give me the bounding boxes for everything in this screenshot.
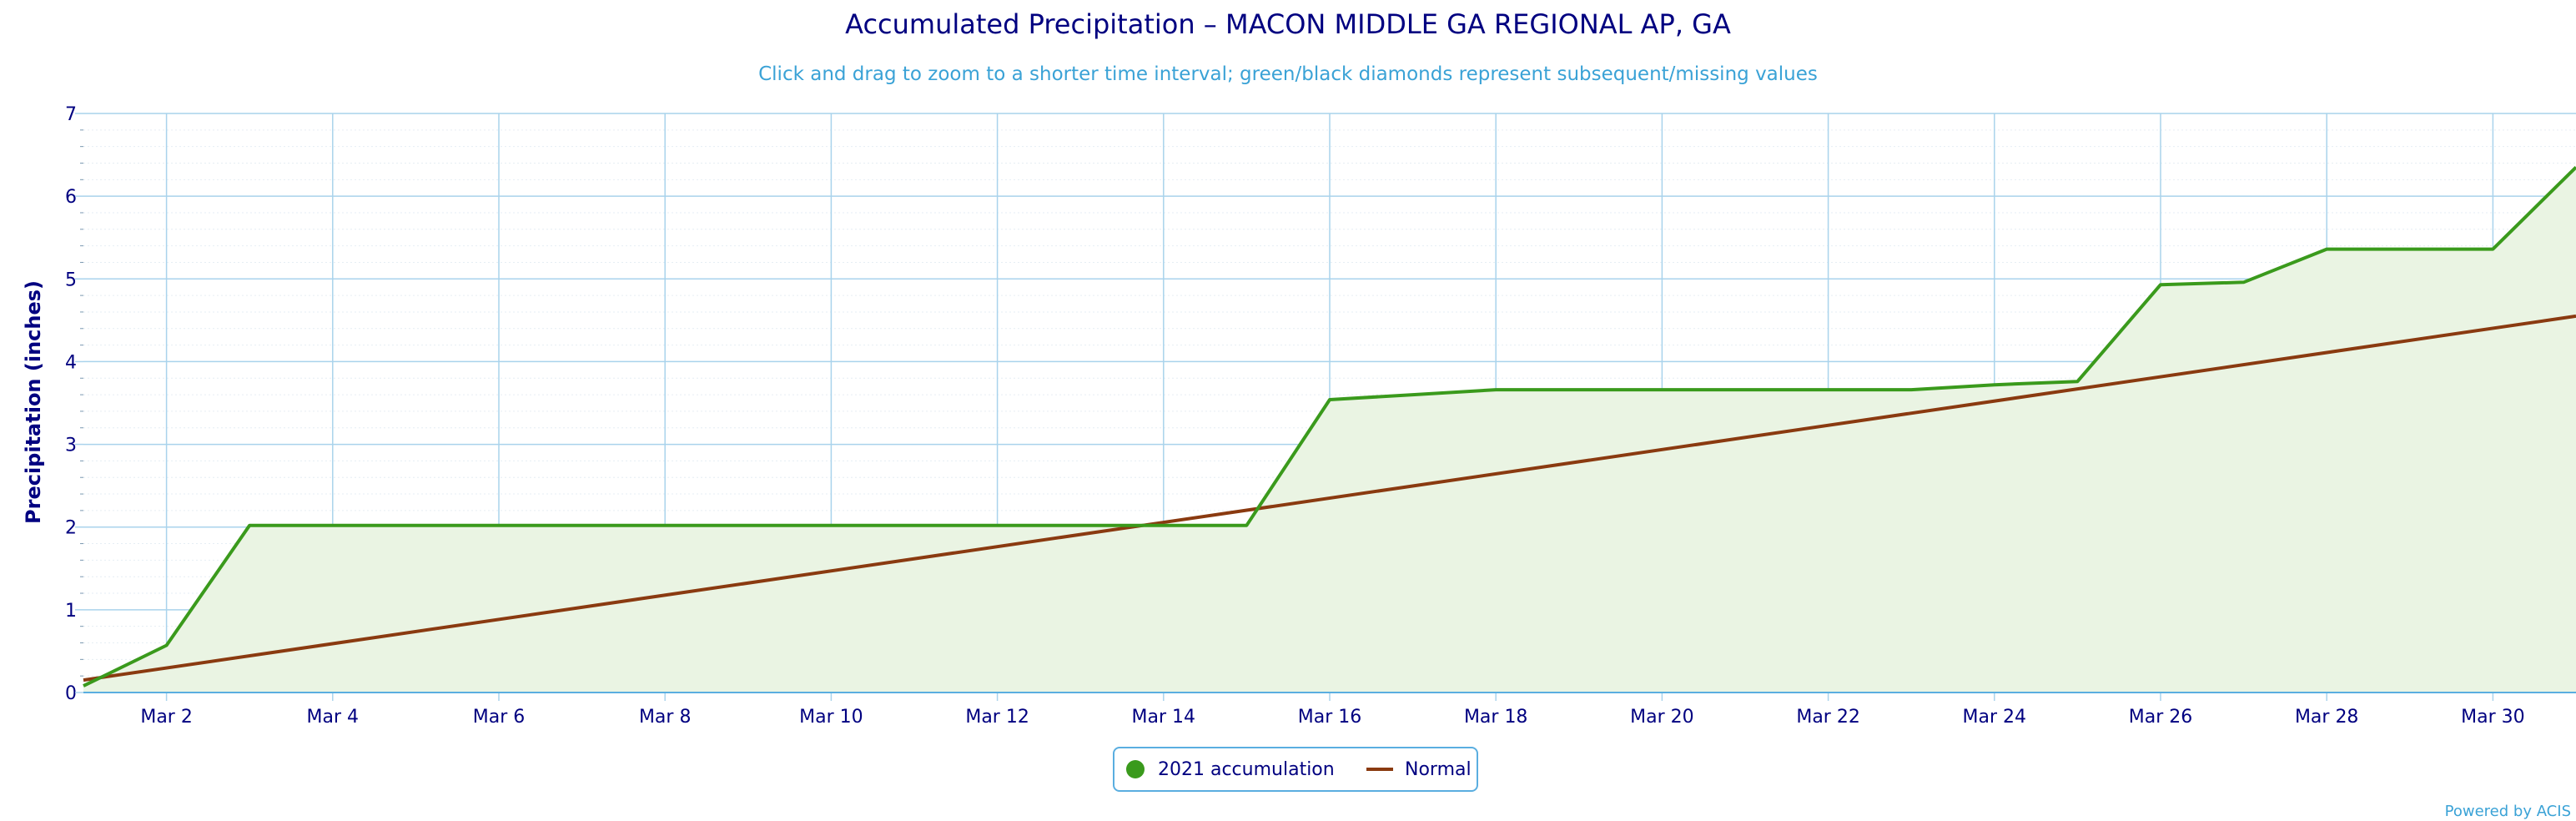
data-point[interactable] xyxy=(1493,387,1498,392)
legend-label-normal: Normal xyxy=(1405,758,1472,780)
x-tick-label: Mar 30 xyxy=(2461,707,2525,728)
chart-subtitle: Click and drag to zoom to a shorter time… xyxy=(758,63,1818,85)
data-point[interactable] xyxy=(1411,392,1416,397)
x-tick-label: Mar 8 xyxy=(639,707,692,728)
data-point[interactable] xyxy=(1909,387,1914,392)
y-tick-label: 4 xyxy=(65,352,77,373)
data-point[interactable] xyxy=(330,523,335,528)
y-tick-label: 1 xyxy=(65,601,77,622)
data-point[interactable] xyxy=(1992,382,1997,387)
data-point[interactable] xyxy=(413,523,418,528)
axis-layer: 0 1 2 3 4 5 6 7 Mar 2 Mar 4 Mar 6 Mar 8 Mar 10 Mar 12… xyxy=(65,104,2576,728)
data-point[interactable] xyxy=(912,523,917,528)
y-tick-label: 2 xyxy=(65,518,77,539)
data-point[interactable] xyxy=(2324,247,2329,252)
y-tick-label: 6 xyxy=(65,187,77,208)
data-point[interactable] xyxy=(1327,397,1332,402)
data-point[interactable] xyxy=(81,683,86,688)
x-tick-label: Mar 14 xyxy=(1132,707,1196,728)
data-point[interactable] xyxy=(2407,247,2412,252)
x-tick-label: Mar 2 xyxy=(140,707,193,728)
legend: 2021 accumulation Normal xyxy=(1113,747,1478,792)
legend-item-accumulation[interactable]: 2021 accumulation xyxy=(1126,748,1335,790)
data-point[interactable] xyxy=(2241,280,2246,285)
x-tick-label: Mar 28 xyxy=(2295,707,2359,728)
x-tick-label: Mar 22 xyxy=(1796,707,1860,728)
data-point[interactable] xyxy=(2158,282,2163,287)
data-point[interactable] xyxy=(496,523,501,528)
x-tick-label: Mar 26 xyxy=(2129,707,2193,728)
data-point[interactable] xyxy=(2075,379,2080,384)
x-tick-label: Mar 10 xyxy=(799,707,863,728)
legend-item-normal[interactable]: Normal xyxy=(1366,748,1472,790)
y-tick-label: 3 xyxy=(65,436,77,456)
chart-plot-area[interactable]: 0 1 2 3 4 5 6 7 Mar 2 Mar 4 Mar 6 Mar 8 Mar 10 Mar 12… xyxy=(0,0,2576,751)
data-point[interactable] xyxy=(2490,247,2495,252)
series-line-accumulation[interactable] xyxy=(83,165,2576,688)
x-tick-label: Mar 20 xyxy=(1630,707,1694,728)
data-point[interactable] xyxy=(1743,387,1748,392)
data-point[interactable] xyxy=(1577,387,1582,392)
x-tick-label: Mar 12 xyxy=(965,707,1029,728)
chart-title: Accumulated Precipitation – MACON MIDDLE… xyxy=(845,8,1731,40)
legend-marker-normal xyxy=(1366,768,1393,771)
legend-label-accumulation: 2021 accumulation xyxy=(1158,758,1335,780)
data-point[interactable] xyxy=(1078,523,1083,528)
data-point[interactable] xyxy=(828,523,833,528)
legend-marker-accumulation xyxy=(1126,760,1145,778)
x-tick-label: Mar 6 xyxy=(473,707,526,728)
data-point[interactable] xyxy=(746,523,751,528)
x-tick-label: Mar 4 xyxy=(307,707,360,728)
credit-link[interactable]: Powered by ACIS xyxy=(2444,803,2571,820)
data-point[interactable] xyxy=(995,523,1000,528)
y-tick-label: 0 xyxy=(65,683,77,704)
data-point[interactable] xyxy=(662,523,667,528)
x-tick-label: Mar 16 xyxy=(1298,707,1362,728)
series-layer xyxy=(81,165,2576,693)
y-tick-label: 5 xyxy=(65,269,77,290)
data-point[interactable] xyxy=(580,523,585,528)
data-point[interactable] xyxy=(1826,387,1831,392)
y-tick-label: 7 xyxy=(65,104,77,125)
data-point[interactable] xyxy=(164,642,169,647)
series-line-normal[interactable] xyxy=(83,314,2576,682)
data-point[interactable] xyxy=(1244,523,1249,528)
data-point[interactable] xyxy=(1659,387,1664,392)
data-point[interactable] xyxy=(247,523,252,528)
series-area-accumulation xyxy=(83,167,2576,693)
x-tick-label: Mar 18 xyxy=(1464,707,1528,728)
x-tick-label: Mar 24 xyxy=(1963,707,2027,728)
data-point[interactable] xyxy=(1161,523,1166,528)
y-axis-title: Precipitation (inches) xyxy=(22,280,45,524)
